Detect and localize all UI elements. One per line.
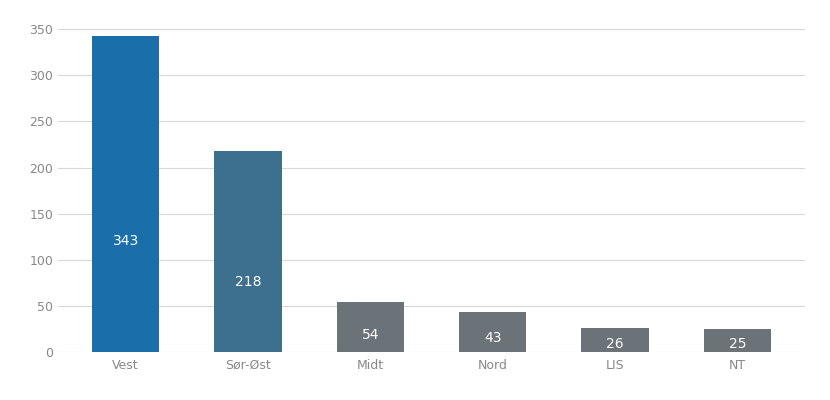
Bar <box>704 329 771 352</box>
Bar <box>337 302 404 352</box>
Text: 26: 26 <box>607 337 624 351</box>
Bar <box>582 328 649 352</box>
Bar <box>214 151 281 352</box>
Text: 43: 43 <box>484 331 501 345</box>
Bar <box>459 312 526 352</box>
Text: 54: 54 <box>362 328 379 342</box>
Bar <box>92 36 159 352</box>
Text: 218: 218 <box>235 275 261 289</box>
Text: 343: 343 <box>113 234 139 248</box>
Text: 25: 25 <box>729 337 746 351</box>
